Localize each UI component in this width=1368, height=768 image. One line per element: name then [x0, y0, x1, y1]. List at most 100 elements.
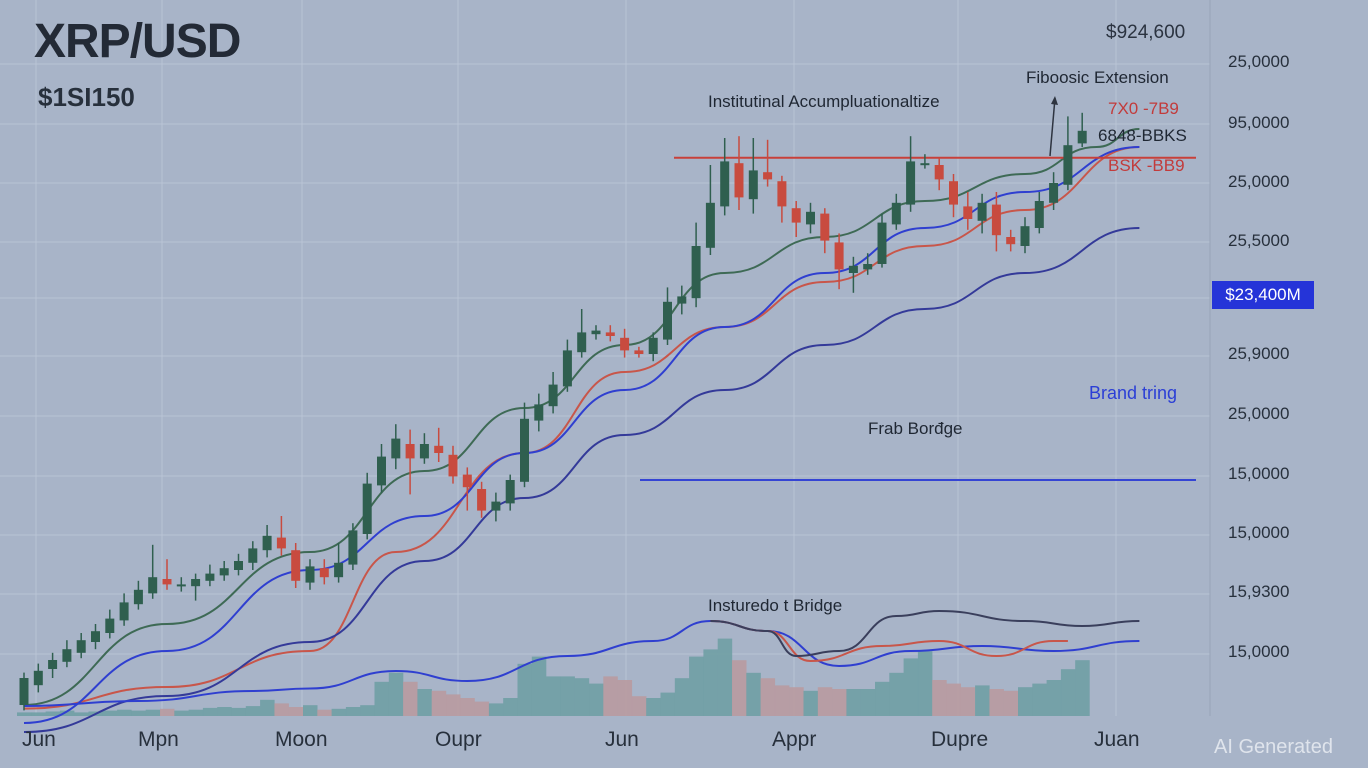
volume-bar [59, 710, 75, 716]
y-tick-label: 25,0000 [1228, 404, 1290, 423]
ai-generated-watermark: AI Generated [1214, 736, 1333, 758]
volume-bar [431, 690, 447, 716]
volume-bar [188, 709, 204, 716]
candle-body [963, 206, 973, 219]
candle-body [834, 242, 844, 270]
candle-body [920, 163, 930, 166]
candle-body [863, 264, 873, 270]
candle-body [391, 438, 401, 459]
x-tick-label: Oupr [435, 728, 482, 751]
volume-bar [1018, 687, 1033, 716]
candle-body [305, 566, 315, 583]
volume-bar [760, 678, 776, 716]
candle-body [319, 568, 329, 578]
candle-body [448, 454, 458, 477]
volume-bar [746, 672, 761, 716]
y-tick-label: 25,0000 [1228, 52, 1290, 71]
red-level-label-2: BSK -BB9 [1108, 156, 1185, 175]
volume-bar [846, 689, 861, 716]
volume-bar [403, 681, 418, 716]
volume-bar [789, 687, 804, 716]
volume-bar [345, 707, 361, 716]
volume-bar [446, 694, 461, 716]
osc-red-line [710, 620, 1068, 663]
candle-body [906, 161, 916, 205]
candle-body [534, 404, 544, 421]
volume-bar [74, 712, 89, 716]
red-ma-line [23, 146, 1140, 710]
x-tick-label: Jun [22, 728, 56, 751]
candle-body [505, 480, 515, 504]
y-tick-label: 15,9300 [1228, 582, 1290, 601]
oscillator-lines [23, 609, 1140, 707]
candle-body [763, 172, 773, 180]
frab-bridge-label: Frab Borđge [868, 419, 963, 438]
candle-body [205, 573, 215, 581]
candle-body [62, 649, 72, 662]
volume-bar [145, 709, 161, 716]
volume-bar [932, 680, 947, 716]
brand-ring-label: Brand tring [1089, 383, 1178, 403]
volume-bar [531, 656, 547, 716]
candle-body [462, 474, 472, 488]
y-tick-label: 15,0000 [1228, 464, 1290, 483]
candle-body [791, 208, 801, 223]
volume-bar [717, 638, 733, 716]
candle-body [19, 678, 29, 705]
y-tick-label: 95,0000 [1228, 113, 1290, 132]
volume-bar [1003, 690, 1019, 716]
candle-body [405, 444, 415, 459]
volume-bar [946, 683, 961, 716]
candle-body [1049, 183, 1059, 203]
candlesticks [19, 112, 1087, 711]
navy-ma-line [23, 227, 1140, 733]
candle-body [219, 568, 229, 576]
volume-bar [288, 707, 304, 716]
fibonacci-arrow [1049, 96, 1058, 157]
volume-bar [989, 689, 1004, 716]
candle-body [1020, 226, 1030, 246]
volume-bar [274, 703, 289, 716]
candle-body [877, 222, 887, 264]
volume-bar [960, 687, 976, 716]
candle-body [977, 202, 987, 221]
moving-averages [23, 128, 1140, 733]
volume-bar [45, 711, 61, 716]
volume-bar [31, 712, 46, 716]
candle-body [620, 337, 630, 351]
y-tick-label: 25,9000 [1228, 344, 1290, 363]
volume-bar [17, 712, 32, 716]
volume-bar [560, 676, 575, 716]
x-tick-label: Moon [275, 728, 328, 751]
chart-title: XRP/USD [34, 15, 241, 68]
osc-dark-line [710, 609, 1140, 658]
x-tick-label: Mpn [138, 728, 179, 751]
volume-bar [102, 710, 118, 716]
candle-body [562, 350, 572, 387]
candle-body [777, 181, 787, 207]
candle-body [176, 584, 186, 587]
x-tick-label: Appr [772, 728, 817, 751]
volume-bar [646, 698, 661, 716]
current-price-tag: $23,400M [1212, 281, 1314, 309]
candle-body [677, 296, 687, 304]
volume-bar [803, 690, 818, 716]
volume-bar [388, 672, 404, 716]
candle-body [48, 660, 58, 669]
volume-bar [517, 663, 532, 716]
candle-body [591, 330, 601, 335]
volume-bar [1046, 680, 1062, 716]
volume-bar [631, 696, 647, 716]
volume-bar [732, 660, 747, 716]
volume-bar [460, 698, 475, 716]
volume-bar [245, 706, 261, 716]
candle-body [634, 350, 644, 354]
candle-body [362, 483, 372, 534]
candle-body [477, 489, 487, 511]
volume-bar [774, 685, 790, 716]
volume-bars [17, 638, 1090, 716]
candle-body [1034, 201, 1044, 228]
volume-bar [546, 676, 561, 716]
candle-body [348, 530, 358, 565]
